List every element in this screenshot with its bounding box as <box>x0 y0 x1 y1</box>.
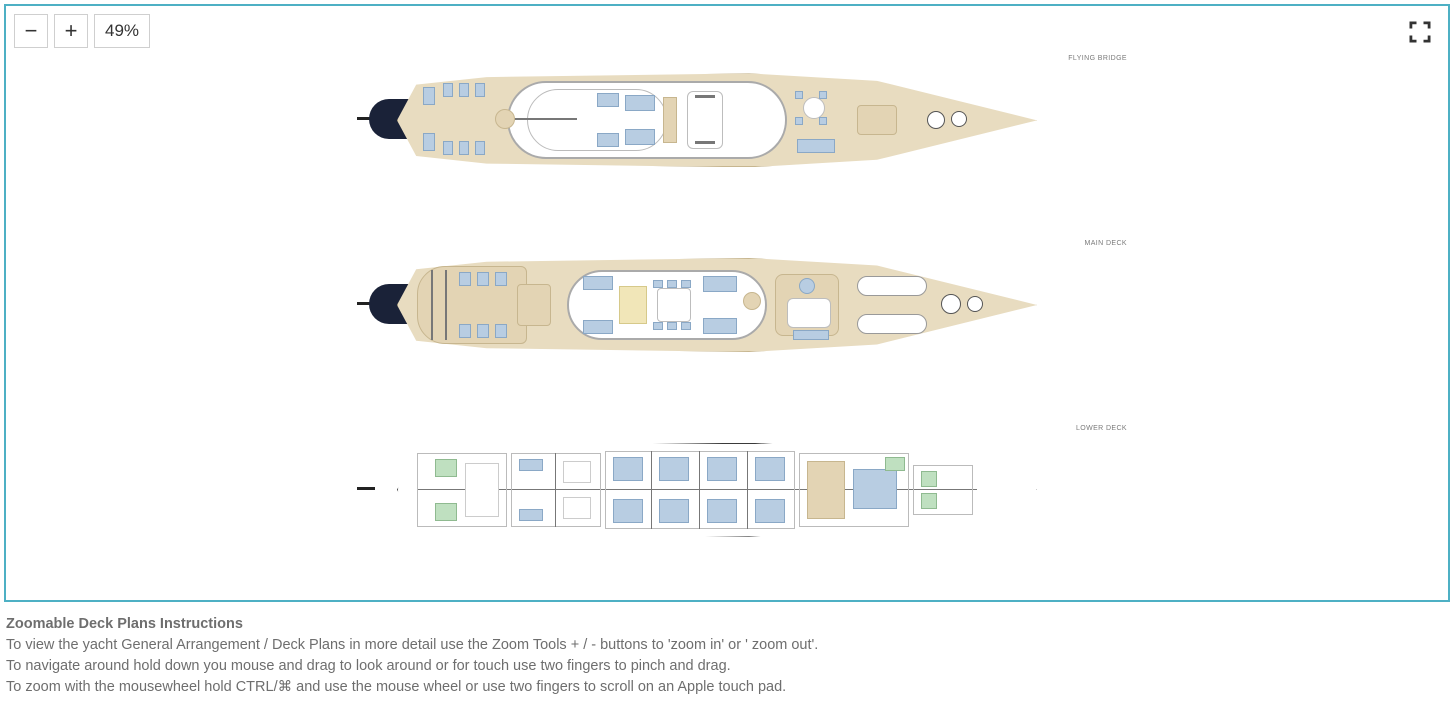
instructions-line: To zoom with the mousewheel hold CTRL/⌘ … <box>6 677 1450 698</box>
zoom-out-button[interactable]: − <box>14 14 48 48</box>
deck-plan-canvas[interactable]: FLYING BRIDGE <box>6 6 1448 600</box>
instructions-title: Zoomable Deck Plans Instructions <box>6 614 1450 635</box>
deck-label: MAIN DECK <box>1085 240 1128 247</box>
fullscreen-button[interactable] <box>1406 18 1434 46</box>
zoom-in-button[interactable]: + <box>54 14 88 48</box>
zoom-toolbar: − + 49% <box>14 14 150 48</box>
deck-label: FLYING BRIDGE <box>1068 55 1127 62</box>
deck-label: LOWER DECK <box>1076 425 1127 432</box>
instructions-panel: Zoomable Deck Plans Instructions To view… <box>4 614 1450 698</box>
fullscreen-icon <box>1406 18 1434 46</box>
instructions-line: To view the yacht General Arrangement / … <box>6 635 1450 656</box>
deck-plan-viewer[interactable]: − + 49% FLYING BRIDGE <box>4 4 1450 602</box>
deck-lower: LOWER DECK <box>387 413 1067 563</box>
zoom-level-display: 49% <box>94 14 150 48</box>
deck-flying-bridge: FLYING BRIDGE <box>387 43 1067 193</box>
instructions-line: To navigate around hold down you mouse a… <box>6 656 1450 677</box>
deck-main: MAIN DECK <box>387 228 1067 378</box>
